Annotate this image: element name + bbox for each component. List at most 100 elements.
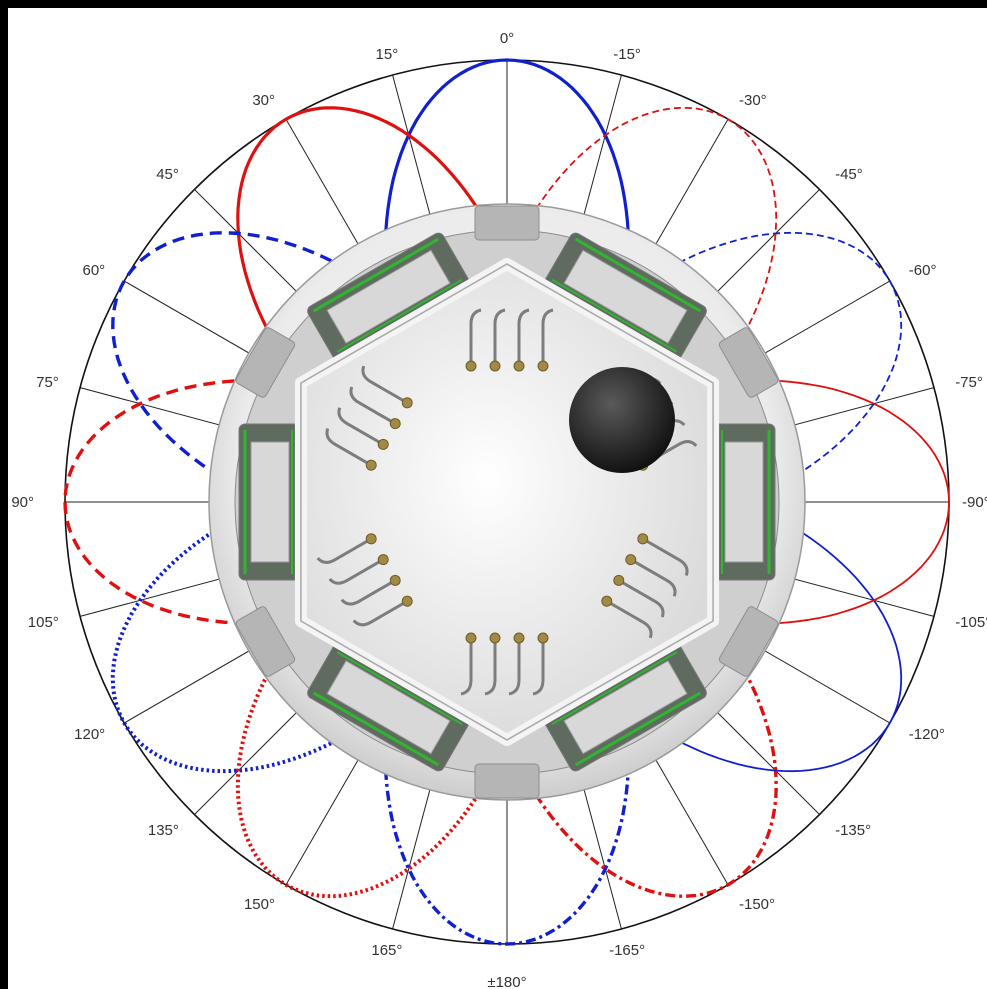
antenna-module <box>544 232 707 361</box>
angle-label: -150° <box>739 896 775 913</box>
cable <box>325 428 369 465</box>
cable <box>532 642 545 696</box>
module-bracket <box>724 441 764 563</box>
angle-label: 60° <box>83 262 106 279</box>
bumper-block <box>718 327 779 398</box>
pcb-strip <box>574 691 702 767</box>
connector-group <box>465 308 554 372</box>
antenna-module <box>238 423 302 581</box>
brass-pin <box>537 360 549 372</box>
angle-label: 30° <box>252 92 275 109</box>
angle-label: -60° <box>909 262 937 279</box>
brass-pin <box>465 360 477 372</box>
pcb-strip <box>336 278 463 353</box>
cable <box>621 581 665 618</box>
angle-label: 120° <box>74 726 105 743</box>
cable <box>349 386 393 423</box>
angle-label: -105° <box>955 614 987 631</box>
module-bracket <box>326 249 451 344</box>
brass-pin <box>637 533 649 545</box>
angle-label: -75° <box>955 374 983 391</box>
brass-pin <box>365 533 377 545</box>
bumper-block <box>235 327 296 398</box>
brass-pin <box>625 554 637 566</box>
shell-bumper <box>718 327 779 398</box>
pcb-strip <box>312 237 440 313</box>
cable <box>352 601 405 627</box>
module-bracket <box>250 441 290 563</box>
connector-group <box>601 533 689 639</box>
cable <box>645 440 698 465</box>
angle-label: 15° <box>376 46 399 63</box>
antenna-module <box>712 423 776 581</box>
pcb-strip <box>574 237 702 313</box>
brass-pin <box>601 595 613 607</box>
angle-label: 165° <box>371 942 402 959</box>
bumper-block <box>718 606 779 677</box>
angle-label: -165° <box>609 942 645 959</box>
cable <box>337 407 381 444</box>
shell-bumper <box>235 606 296 677</box>
bumper-block <box>474 763 540 799</box>
bumper-block <box>235 606 296 677</box>
hexagon-frame-edge <box>300 263 714 741</box>
brass-pin <box>489 360 501 372</box>
cable <box>517 308 530 362</box>
brass-pin <box>389 574 401 586</box>
connector-group <box>316 533 413 627</box>
brass-pin <box>537 632 549 644</box>
brass-pin <box>365 459 377 471</box>
cable <box>609 601 653 639</box>
angle-label: 105° <box>28 614 59 631</box>
connector-group <box>325 365 413 471</box>
sphere-sensor <box>569 367 675 473</box>
shell-bumper <box>474 763 540 799</box>
brass-pin <box>513 632 525 644</box>
angle-label: -120° <box>909 726 945 743</box>
angle-label: 135° <box>148 822 179 839</box>
brass-pin <box>613 574 625 586</box>
brass-pin <box>389 418 401 430</box>
cable <box>493 308 506 362</box>
brass-pin <box>377 554 389 566</box>
cable <box>469 308 482 362</box>
angle-label: 45° <box>156 166 179 183</box>
brass-pin <box>401 397 413 409</box>
antenna-module <box>307 643 470 772</box>
pcb-strip <box>312 691 440 767</box>
angle-label: -45° <box>835 166 863 183</box>
angle-label: 90° <box>11 494 34 511</box>
cable <box>508 642 521 696</box>
cable <box>484 642 497 696</box>
pcb-strip <box>551 278 678 353</box>
brass-pin <box>401 595 413 607</box>
shell-bumper <box>718 606 779 677</box>
angle-label: -15° <box>613 46 641 63</box>
cable <box>328 560 381 585</box>
shell-bumper <box>474 205 540 241</box>
cable <box>645 539 689 576</box>
brass-pin <box>489 632 501 644</box>
shell-bumper <box>235 327 296 398</box>
brass-pin <box>377 438 389 450</box>
cable <box>460 642 473 696</box>
cable <box>361 365 405 403</box>
cable <box>340 581 393 606</box>
module-bracket <box>563 249 688 344</box>
connector-group <box>460 632 549 696</box>
brass-pin <box>465 632 477 644</box>
module-bracket <box>563 660 688 755</box>
angle-label: 0° <box>500 30 514 47</box>
bumper-block <box>474 205 540 241</box>
antenna-module <box>307 232 470 361</box>
cable <box>316 539 369 564</box>
pcb-strip <box>336 651 463 726</box>
angle-label: -90° <box>962 494 987 511</box>
angle-label: -30° <box>739 92 767 109</box>
cable <box>633 560 677 597</box>
brass-pin <box>513 360 525 372</box>
device-render <box>208 203 806 801</box>
angle-label: ±180° <box>487 974 526 989</box>
